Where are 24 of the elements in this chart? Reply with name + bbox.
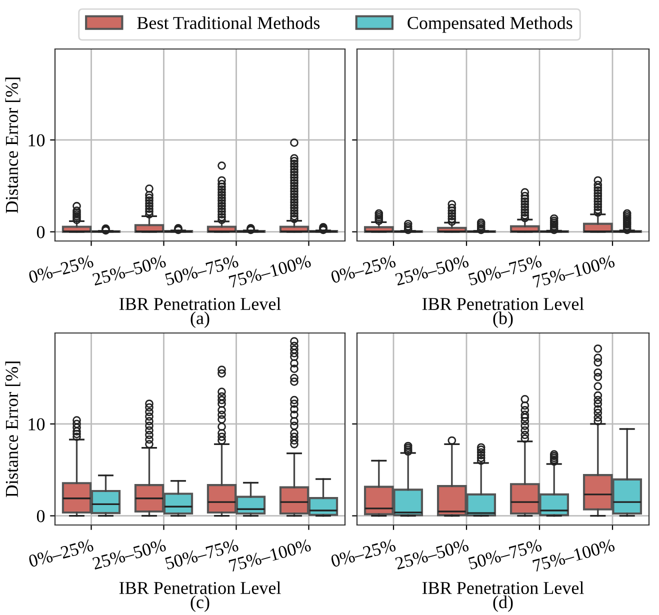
y-tick-label: 0 [36, 510, 45, 522]
y-axis-title: Distance Error [%] [5, 362, 20, 498]
x-axis-title: IBR Penetration Level [422, 297, 584, 310]
text: (d) [493, 596, 513, 612]
legend-label: Compensated Methods [408, 16, 572, 33]
x-tick-label: 0%–25% [28, 538, 94, 568]
text: (b) [493, 312, 513, 328]
y-tick-label: 10 [28, 134, 45, 146]
y-tick-label: 10 [28, 418, 45, 430]
x-tick-label: 0%–25% [330, 254, 396, 284]
x-tick-label: 25%–50% [92, 538, 166, 570]
text: (a) [190, 312, 210, 328]
y-axis-title: Distance Error [%] [5, 78, 20, 214]
x-axis-title: IBR Penetration Level [422, 581, 584, 594]
x-axis-title: IBR Penetration Level [119, 581, 281, 594]
x-axis-title: IBR Penetration Level [119, 297, 281, 310]
text: (c) [190, 596, 210, 612]
x-tick-label: 0%–25% [28, 254, 94, 284]
x-tick-label: 0%–25% [330, 538, 396, 568]
x-tick-label: 25%–50% [394, 538, 470, 570]
legend-label: Best Traditional Methods [137, 16, 320, 30]
x-tick-label: 25%–50% [92, 254, 166, 286]
x-tick-label: 25%–50% [394, 254, 470, 286]
y-tick-label: 0 [36, 226, 45, 238]
